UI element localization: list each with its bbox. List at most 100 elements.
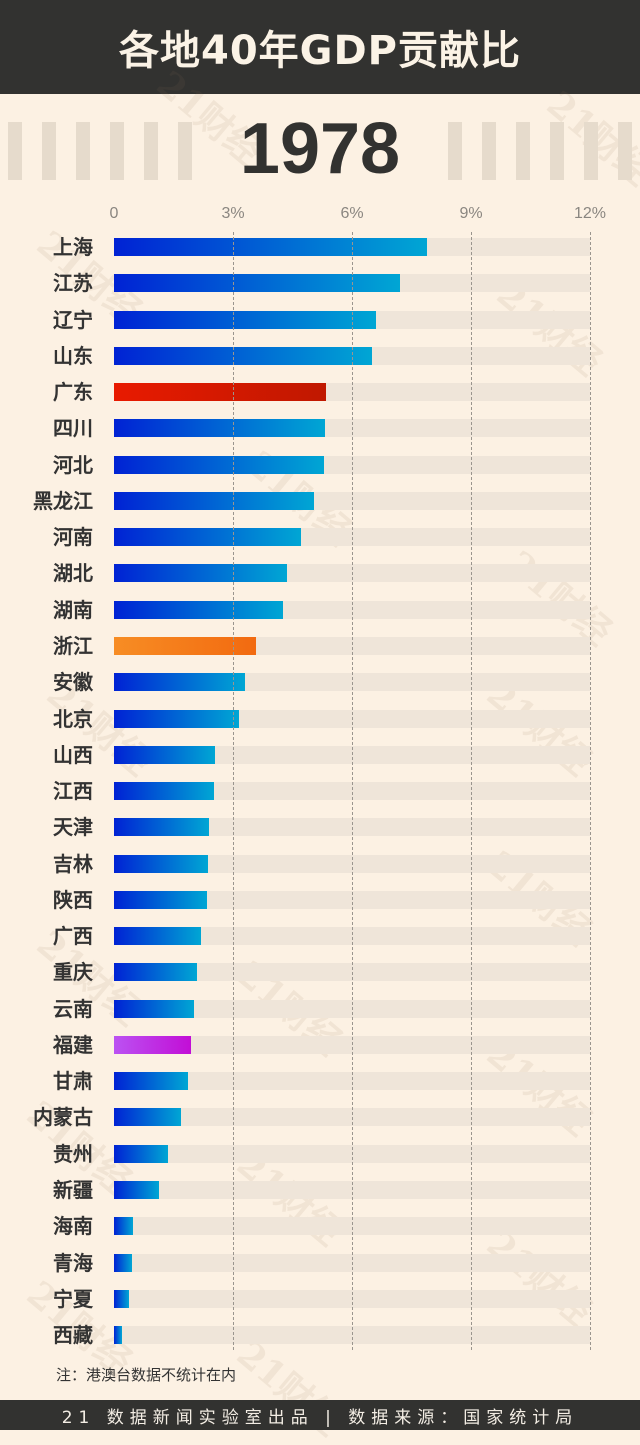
bar	[114, 1326, 122, 1345]
province-label: 江西	[53, 779, 93, 804]
province-label: 福建	[53, 1032, 93, 1057]
bar	[114, 564, 287, 583]
bar	[114, 1253, 132, 1272]
decorative-stripe	[42, 122, 56, 180]
province-label: 天津	[53, 815, 93, 840]
bar	[114, 419, 326, 438]
province-label: 黑龙江	[33, 488, 93, 513]
bar-row: 浙江	[0, 627, 640, 665]
bar-row: 江西	[0, 772, 640, 810]
gridline	[233, 232, 234, 1350]
header-bar: 各地40年GDP贡献比	[0, 0, 640, 94]
bar	[114, 528, 301, 547]
decorative-stripe	[110, 122, 124, 180]
province-label: 山东	[53, 343, 93, 368]
bar-row: 广东	[0, 373, 640, 411]
province-label: 广东	[53, 380, 93, 405]
bar	[114, 346, 372, 365]
decorative-stripe	[482, 122, 496, 180]
bar-row: 湖北	[0, 554, 640, 592]
decorative-stripe	[448, 122, 462, 180]
bar-row: 北京	[0, 700, 640, 738]
bar-row: 湖南	[0, 591, 640, 629]
x-tick-label: 12%	[573, 205, 607, 222]
bar	[114, 455, 324, 474]
gridline	[352, 232, 353, 1350]
x-tick-label: 3%	[221, 205, 245, 222]
province-label: 湖南	[53, 597, 93, 622]
x-tick-label: 6%	[340, 205, 364, 222]
bar-row: 宁夏	[0, 1280, 640, 1318]
decorative-stripe	[618, 122, 632, 180]
bar	[114, 636, 256, 655]
bar	[114, 818, 209, 837]
decorative-stripe	[550, 122, 564, 180]
x-tick-label: 9%	[459, 205, 483, 222]
bar-row: 福建	[0, 1026, 640, 1064]
bar-row: 河北	[0, 446, 640, 484]
province-label: 贵州	[53, 1141, 93, 1166]
decorative-stripe	[516, 122, 530, 180]
bar-row: 天津	[0, 808, 640, 846]
province-label: 山西	[53, 742, 93, 767]
bar	[114, 1072, 189, 1091]
bar-row: 陕西	[0, 881, 640, 919]
bar	[114, 1108, 182, 1127]
decorative-stripe	[8, 122, 22, 180]
bar-row: 河南	[0, 518, 640, 556]
bar	[114, 673, 245, 692]
bar-row: 甘肃	[0, 1062, 640, 1100]
bar-row: 上海	[0, 228, 640, 266]
bar	[114, 1181, 159, 1200]
province-label: 内蒙古	[33, 1105, 93, 1130]
bar-row: 新疆	[0, 1171, 640, 1209]
province-label: 湖北	[53, 561, 93, 586]
decorative-stripe	[178, 122, 192, 180]
province-label: 浙江	[53, 633, 93, 658]
bar-row: 黑龙江	[0, 482, 640, 520]
province-label: 重庆	[53, 960, 93, 985]
bar-row: 内蒙古	[0, 1098, 640, 1136]
province-label: 北京	[53, 706, 93, 731]
province-label: 安徽	[53, 670, 93, 695]
bar	[114, 274, 400, 293]
decorative-stripe	[144, 122, 158, 180]
footnote: 注：港澳台数据不统计在内	[56, 1366, 237, 1384]
province-label: 云南	[53, 996, 93, 1021]
bar-row: 贵州	[0, 1135, 640, 1173]
province-label: 新疆	[53, 1178, 93, 1203]
year-label: 1978	[239, 109, 401, 189]
province-label: 青海	[53, 1250, 93, 1275]
bar-row: 江苏	[0, 264, 640, 302]
year-stripes	[0, 120, 640, 182]
bar	[114, 600, 283, 619]
province-label: 吉林	[53, 851, 93, 876]
province-label: 甘肃	[53, 1069, 93, 1094]
bar	[114, 745, 216, 764]
bar	[114, 491, 314, 510]
bar	[114, 963, 197, 982]
bar	[114, 999, 195, 1018]
decorative-stripe	[76, 122, 90, 180]
bar	[114, 310, 376, 329]
bar-row: 广西	[0, 917, 640, 955]
bar	[114, 709, 239, 728]
province-label: 宁夏	[53, 1286, 93, 1311]
bar-row: 山东	[0, 337, 640, 375]
bar	[114, 1144, 168, 1163]
bar	[114, 854, 208, 873]
bar-row: 山西	[0, 736, 640, 774]
x-axis: 0 3% 6% 9% 12%	[0, 205, 640, 229]
bar	[114, 782, 214, 801]
bar	[114, 890, 207, 909]
x-tick-label: 0	[109, 205, 119, 222]
bar-row: 安徽	[0, 663, 640, 701]
gridline	[471, 232, 472, 1350]
province-label: 河北	[53, 452, 93, 477]
bar	[114, 1035, 191, 1054]
bar-row: 西藏	[0, 1316, 640, 1354]
bar	[114, 383, 326, 402]
bar	[114, 238, 427, 256]
province-label: 陕西	[53, 887, 93, 912]
bar-row: 青海	[0, 1244, 640, 1282]
